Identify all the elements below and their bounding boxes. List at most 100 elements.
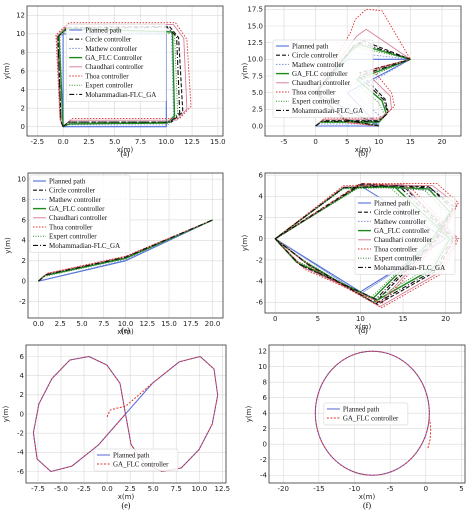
y-tick-label: 2.5 — [252, 106, 263, 114]
series-line-6 — [38, 219, 213, 282]
legend-entry: Thoa controller — [374, 245, 418, 253]
x-tick-label: 5 — [345, 138, 349, 146]
x-tick-label: 12.5 — [184, 138, 200, 146]
legend-entry: Mathew controller — [374, 218, 427, 226]
chart-panel-6: -20 -15 -10 -5 0 5-4-2024681012x(m)y(m)(f)Pla… — [245, 344, 466, 510]
x-tick-label: 10.0 — [191, 485, 207, 493]
x-tick-label: -5 — [387, 485, 394, 493]
y-tick-label: 15.0 — [247, 22, 263, 30]
y-tick-label: 6 — [21, 67, 26, 75]
y-tick-label: 12.5 — [247, 39, 263, 47]
panel-label: (d) — [358, 326, 368, 335]
y-tick-label: 4 — [259, 193, 264, 201]
plot-frame — [264, 5, 462, 137]
legend-box — [93, 448, 179, 472]
legend-entry: Expert controller — [374, 255, 422, 263]
plot-frame — [26, 5, 224, 137]
x-tick-label: 5.0 — [148, 485, 159, 493]
y-tick-label: -4 — [17, 449, 25, 457]
x-tick-label: 2.5 — [125, 485, 136, 493]
plot-frame — [264, 172, 462, 314]
y-tick-label: 6 — [20, 353, 25, 361]
y-tick-label: 12 — [258, 348, 267, 356]
y-tick-label: 10.0 — [247, 56, 263, 64]
x-tick-label: -2.5 — [30, 138, 44, 146]
y-tick-label: 2 — [20, 391, 24, 399]
y-tick-label: 0.0 — [252, 122, 263, 130]
legend-entry: GA_FLC controller — [113, 460, 169, 468]
y-tick-label: 4 — [20, 372, 25, 380]
x-tick-label: 20.0 — [205, 320, 221, 328]
x-tick-label: 10 — [374, 138, 383, 146]
x-tick-label: 20 — [441, 315, 450, 323]
x-tick-label: -15 — [313, 485, 324, 493]
series-line-8 — [57, 26, 181, 128]
x-tick-label: 20 — [438, 138, 447, 146]
x-tick-label: 5.0 — [109, 138, 120, 146]
legend-entry: GA_FLC controller — [374, 227, 430, 235]
x-tick-label: 0.0 — [33, 320, 44, 328]
x-tick-label: 15.0 — [210, 138, 226, 146]
y-tick-label: 7.5 — [252, 72, 263, 80]
y-tick-label: 6 — [259, 171, 264, 179]
x-tick-label: 10.0 — [118, 320, 134, 328]
y-tick-label: 6 — [22, 216, 27, 224]
x-tick-label: 0 — [424, 485, 428, 493]
chart-panel-1: -2.5 0.0 2.5 5.0 7.5 10.0 12.5 15.0 0 2 4 6 8 10 12 x(m… — [3, 5, 226, 158]
legend-entry: Thoa controller — [49, 223, 93, 231]
legend-entry: Chaudhari controller — [49, 214, 108, 222]
legend-entry: Mohammadian-FLC_GA — [292, 107, 363, 115]
series-line-3 — [315, 52, 411, 127]
y-tick-label: 12 — [16, 12, 25, 20]
legend-entry: GA_FLC controller — [292, 70, 348, 78]
x-axis-label: x(m) — [359, 493, 376, 501]
legend-entry: Planned path — [49, 177, 86, 185]
x-tick-label: 17.5 — [183, 320, 199, 328]
x-tick-label: 5.0 — [76, 320, 87, 328]
chart-panel-5: -7.5 -5.0 -2.5 0.0 2.5 5.0 7.5 10.0 12.5 -6 -4 -2 0 2… — [2, 344, 230, 510]
y-tick-label: 10 — [258, 363, 267, 371]
y-tick-label: 8 — [263, 379, 267, 387]
x-tick-label: 7.5 — [135, 138, 146, 146]
plot-area — [37, 219, 213, 282]
y-tick-label: 2 — [263, 425, 267, 433]
x-tick-label: 2.5 — [83, 138, 94, 146]
series-line-2 — [57, 25, 184, 128]
x-tick-label: -10 — [349, 485, 360, 493]
y-tick-label: -6 — [17, 468, 25, 476]
y-tick-label: 4 — [263, 410, 268, 418]
x-tick-label: -20 — [278, 485, 289, 493]
legend-entry: Planned path — [343, 405, 380, 413]
legend-entry: Thoa controller — [85, 72, 129, 80]
y-tick-label: 8 — [22, 196, 26, 204]
x-tick-label: 15.0 — [161, 320, 177, 328]
x-tick-label: 5 — [459, 485, 463, 493]
y-axis-label: y(m) — [241, 235, 249, 252]
legend-entry: Mohammadian-FLC_GA — [49, 242, 120, 250]
x-tick-label: 10.0 — [158, 138, 174, 146]
y-tick-label: 4 — [22, 237, 27, 245]
plot-frame — [268, 344, 466, 484]
legend-entry: Chaudhari controller — [85, 63, 144, 71]
series-line-7 — [58, 28, 179, 128]
legend-entry: Mathew controller — [49, 196, 102, 204]
chart-panel-4: 0 5 10 15 20 -6 -4 -2 0 2 4 6 x(m) y(m) (d) Planned pat… — [241, 171, 462, 335]
legend-entry: Mohammadian-FLC_GA — [85, 91, 156, 99]
panel-label: (f) — [363, 501, 371, 510]
y-tick-label: 6 — [263, 394, 268, 402]
y-tick-label: 4 — [21, 86, 26, 94]
x-axis-label: x(m) — [117, 328, 134, 336]
plot-frame — [27, 172, 224, 319]
x-tick-label: 0 — [273, 315, 277, 323]
x-tick-label: 0.0 — [58, 138, 69, 146]
plot-frame — [25, 344, 227, 484]
y-tick-label: -2 — [260, 456, 267, 464]
y-tick-label: -6 — [256, 299, 264, 307]
panel-label: (a) — [121, 149, 130, 158]
y-tick-label: 8 — [21, 49, 25, 57]
